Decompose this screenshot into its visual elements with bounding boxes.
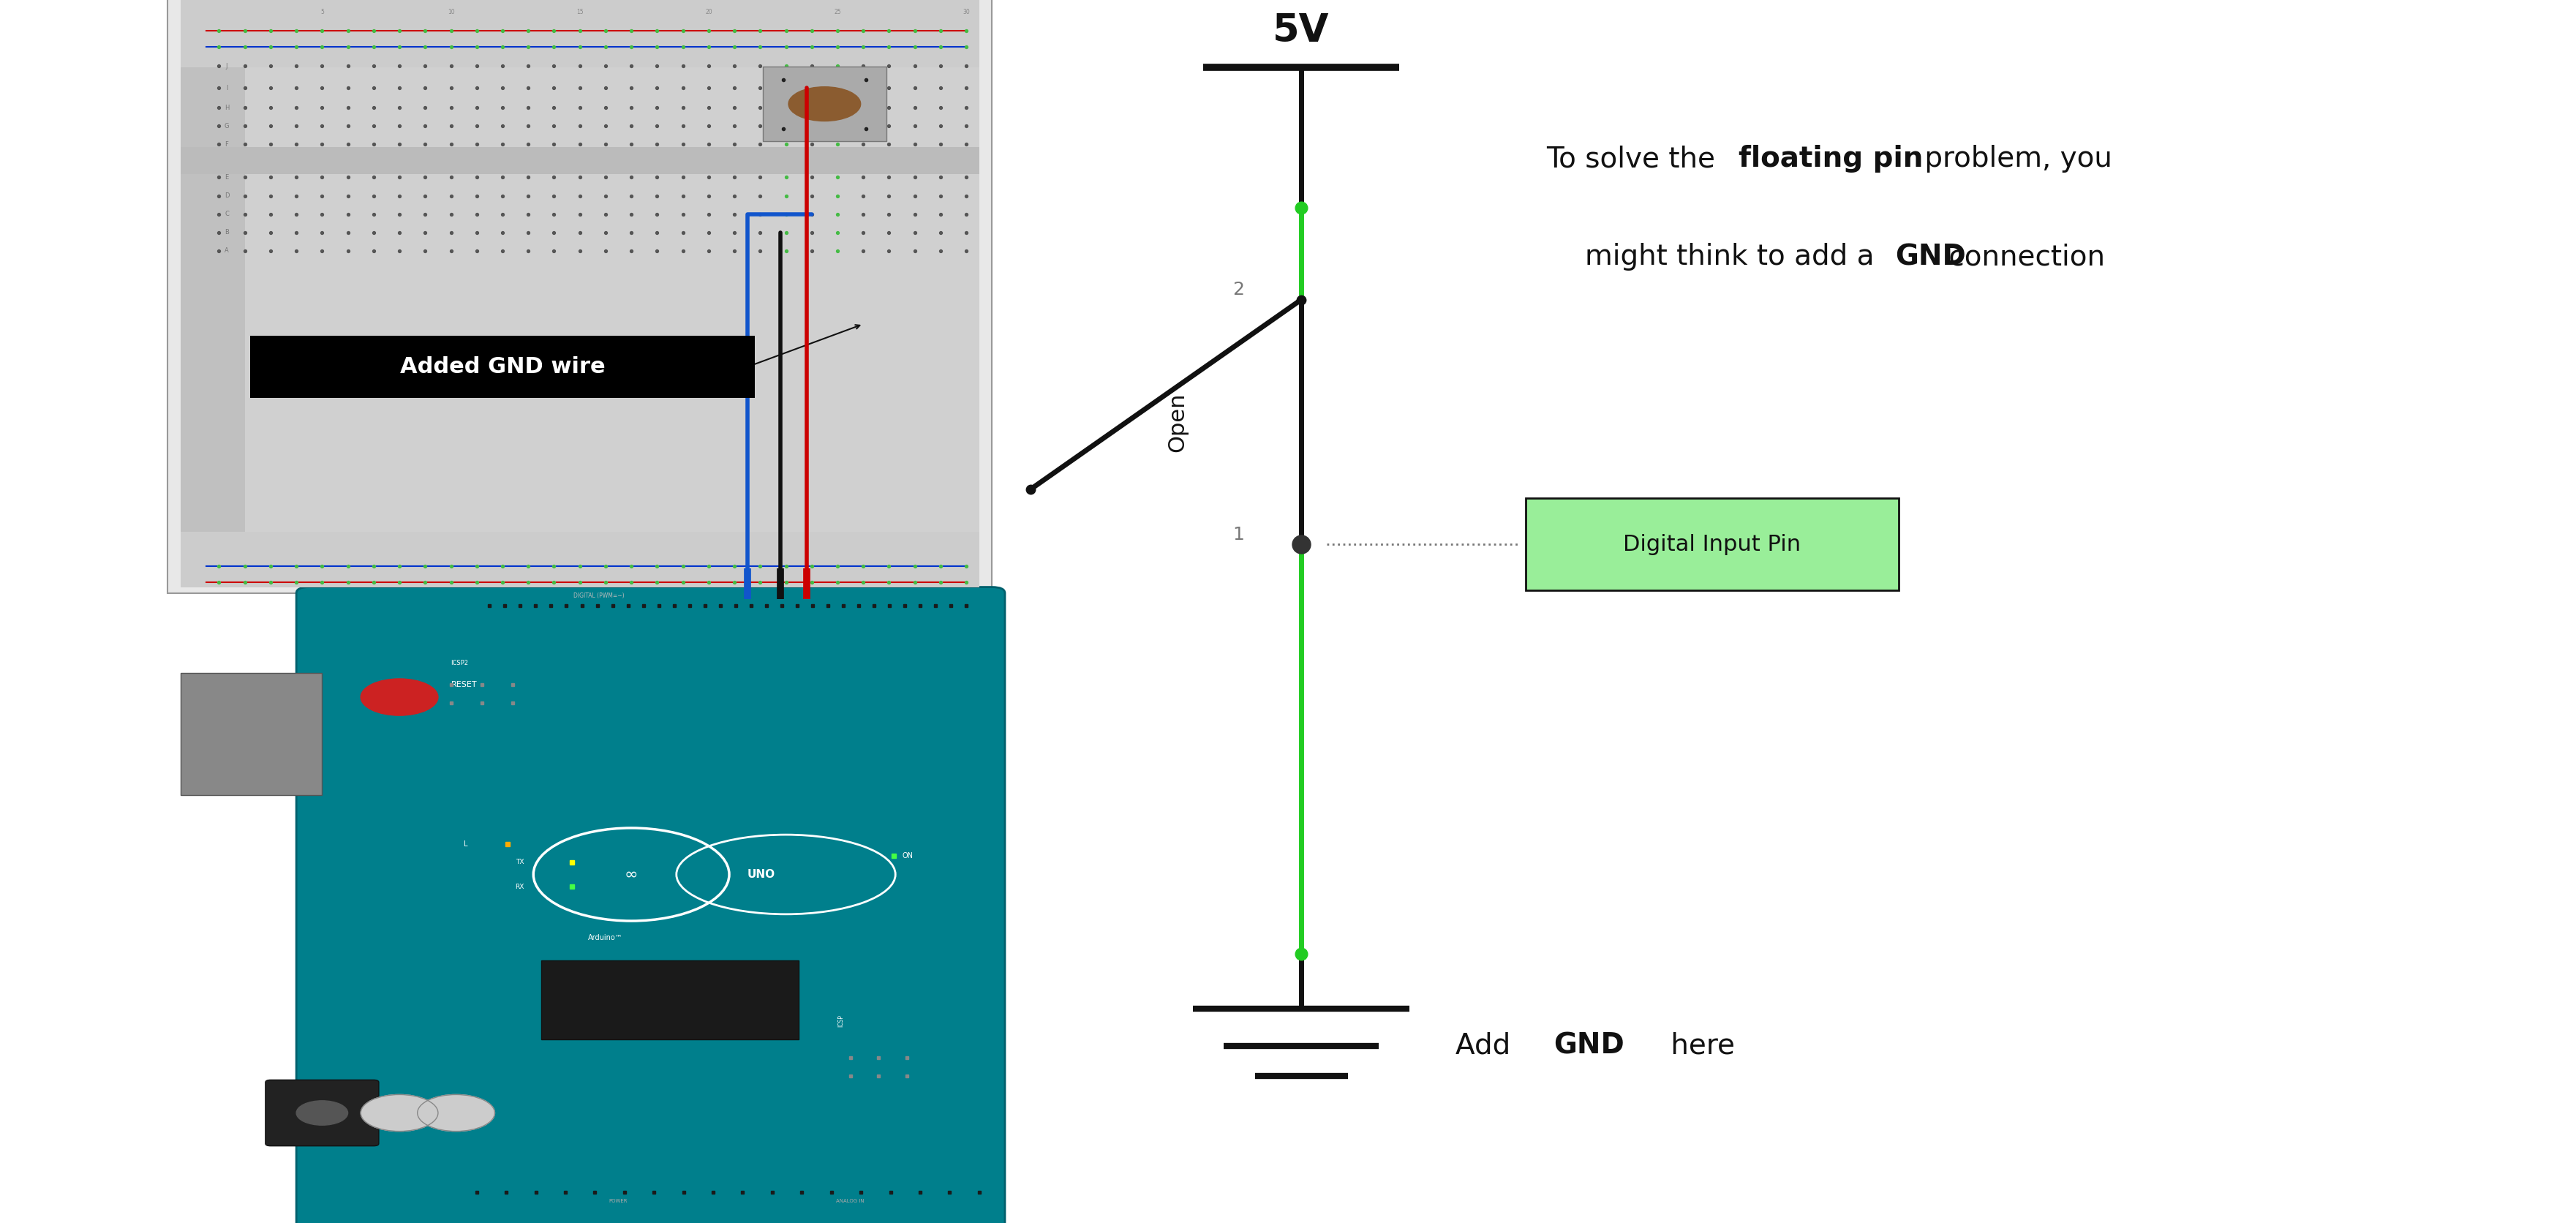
Text: E: E (224, 174, 229, 181)
Text: 20: 20 (706, 9, 711, 16)
Text: problem, you: problem, you (1917, 146, 2112, 172)
Text: RESET: RESET (451, 681, 477, 689)
Text: DIGITAL (PWM=∼): DIGITAL (PWM=∼) (574, 593, 623, 599)
Circle shape (296, 1101, 348, 1125)
FancyBboxPatch shape (762, 67, 886, 142)
Text: GND: GND (1553, 1032, 1623, 1059)
Text: Added GND wire: Added GND wire (399, 356, 605, 378)
Text: Arduino™: Arduino™ (587, 934, 623, 942)
FancyBboxPatch shape (180, 0, 979, 67)
Circle shape (361, 1095, 438, 1131)
Text: might think to add a: might think to add a (1584, 243, 1883, 270)
Text: POWER: POWER (608, 1199, 629, 1203)
FancyBboxPatch shape (180, 49, 245, 538)
Text: RX: RX (515, 883, 526, 890)
Text: 1: 1 (1231, 526, 1244, 543)
Polygon shape (1525, 517, 1571, 571)
FancyBboxPatch shape (180, 673, 322, 795)
Text: To solve the: To solve the (1546, 146, 1723, 172)
Text: A: A (224, 247, 229, 254)
Text: ON: ON (902, 852, 912, 860)
Text: G: G (224, 122, 229, 130)
Circle shape (417, 1095, 495, 1131)
Text: Digital Input Pin: Digital Input Pin (1623, 533, 1801, 555)
Text: 5: 5 (319, 9, 325, 16)
FancyBboxPatch shape (250, 335, 755, 399)
Text: F: F (224, 141, 229, 148)
Text: B: B (224, 229, 229, 236)
FancyBboxPatch shape (180, 147, 979, 175)
Text: TX: TX (515, 859, 523, 866)
FancyBboxPatch shape (180, 0, 979, 587)
FancyBboxPatch shape (296, 587, 1005, 1223)
Text: Add: Add (1455, 1032, 1520, 1059)
Text: 10: 10 (448, 9, 453, 16)
Text: D: D (224, 192, 229, 199)
FancyBboxPatch shape (180, 532, 979, 587)
Text: C: C (224, 210, 229, 218)
Text: connection: connection (1940, 243, 2105, 270)
Text: 30: 30 (963, 9, 969, 16)
Text: UNO: UNO (747, 870, 775, 879)
Text: L: L (464, 840, 469, 848)
Text: ANALOG IN: ANALOG IN (837, 1199, 863, 1203)
Text: 15: 15 (577, 9, 582, 16)
Text: ICSP2: ICSP2 (451, 660, 469, 667)
FancyBboxPatch shape (167, 0, 992, 593)
Text: ICSP: ICSP (837, 1015, 845, 1027)
Text: floating pin: floating pin (1739, 146, 1922, 172)
Text: 5V: 5V (1273, 11, 1329, 50)
Circle shape (361, 679, 438, 715)
Text: 25: 25 (835, 9, 840, 16)
FancyBboxPatch shape (1525, 499, 1899, 589)
FancyBboxPatch shape (265, 1080, 379, 1146)
Circle shape (788, 87, 860, 121)
Text: H: H (224, 104, 229, 111)
Text: 2: 2 (1231, 281, 1244, 298)
Text: Open: Open (1167, 393, 1188, 451)
Text: here: here (1662, 1032, 1734, 1059)
Text: GND: GND (1896, 243, 1965, 270)
Text: ∞: ∞ (623, 867, 639, 882)
FancyBboxPatch shape (541, 960, 799, 1040)
